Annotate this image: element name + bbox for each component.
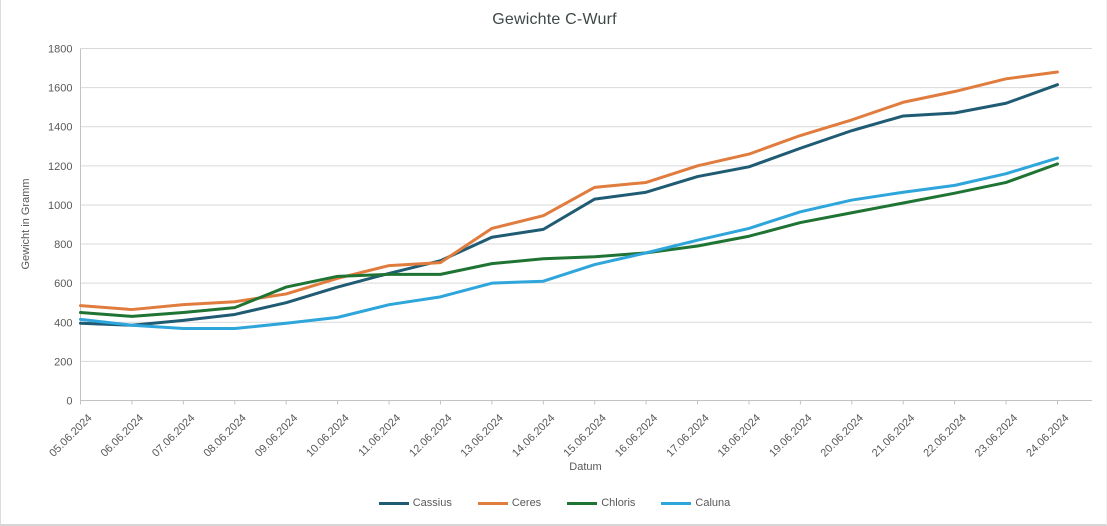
legend-item-caluna[interactable]: Caluna (661, 497, 730, 509)
legend-line-swatch-icon (477, 501, 508, 505)
legend-label: Caluna (695, 497, 731, 509)
x-tick-label: 08.06.2024 (201, 412, 248, 459)
y-tick-label: 200 (54, 356, 72, 368)
x-tick-label: 18.06.2024 (716, 412, 763, 459)
x-tick-label: 09.06.2024 (253, 412, 300, 459)
legend-label: Cassius (412, 497, 452, 509)
chart-legend: Cassius Ceres Chloris Caluna (1, 497, 1107, 509)
x-tick-label: 22.06.2024 (921, 412, 968, 459)
legend-label: Ceres (511, 497, 542, 509)
x-tick-label: 21.06.2024 (870, 412, 917, 459)
x-tick-label: 14.06.2024 (510, 412, 557, 459)
y-tick-label: 1800 (48, 44, 72, 56)
x-tick-label: 24.06.2024 (1024, 412, 1071, 459)
series-line-ceres[interactable] (79, 70, 1059, 312)
legend-line-swatch-icon (378, 501, 409, 505)
x-tick-label: 20.06.2024 (819, 412, 866, 459)
x-axis-title: Datum (569, 461, 602, 473)
series-line-cassius[interactable] (79, 83, 1059, 327)
x-tick-label: 05.06.2024 (47, 412, 94, 459)
legend-item-cassius[interactable]: Cassius (378, 497, 452, 509)
axes (80, 48, 1092, 405)
x-tick-label: 23.06.2024 (973, 412, 1020, 459)
y-tick-label: 1600 (48, 83, 72, 95)
y-tick-label: 1000 (48, 200, 72, 212)
x-tick-label: 07.06.2024 (150, 412, 197, 459)
y-tick-labels: 0 200 400 600 800 1000 1200 1400 1600 1800 (48, 44, 72, 408)
y-tick-label: 600 (54, 278, 72, 290)
y-tick-label: 0 (66, 396, 72, 408)
series-line-caluna[interactable] (79, 156, 1059, 331)
x-tick-label: 19.06.2024 (767, 412, 814, 459)
x-tick-label: 06.06.2024 (99, 412, 146, 459)
legend-label: Chloris (601, 497, 636, 509)
x-tick-label: 13.06.2024 (459, 412, 506, 459)
legend-item-ceres[interactable]: Ceres (477, 497, 542, 509)
legend-line-swatch-icon (661, 501, 692, 505)
x-tick-label: 11.06.2024 (356, 412, 403, 459)
x-tick-label: 17.06.2024 (664, 412, 711, 459)
x-tick-label: 12.06.2024 (407, 412, 454, 459)
series-line-chloris[interactable] (79, 162, 1059, 318)
chart-title: Gewichte C-Wurf (492, 11, 617, 28)
x-tick-label: 10.06.2024 (304, 412, 351, 459)
y-tick-label: 1200 (48, 161, 72, 173)
legend-line-swatch-icon (567, 501, 598, 505)
x-tick-label: 16.06.2024 (613, 412, 660, 459)
y-tick-label: 400 (54, 317, 72, 329)
x-tick-label: 15.06.2024 (561, 412, 608, 459)
legend-item-chloris[interactable]: Chloris (567, 497, 635, 509)
y-tick-label: 800 (54, 239, 72, 251)
y-tick-label: 1400 (48, 122, 72, 134)
x-tick-labels: 05.06.2024 06.06.2024 07.06.2024 08.06.2024… (47, 412, 1071, 459)
